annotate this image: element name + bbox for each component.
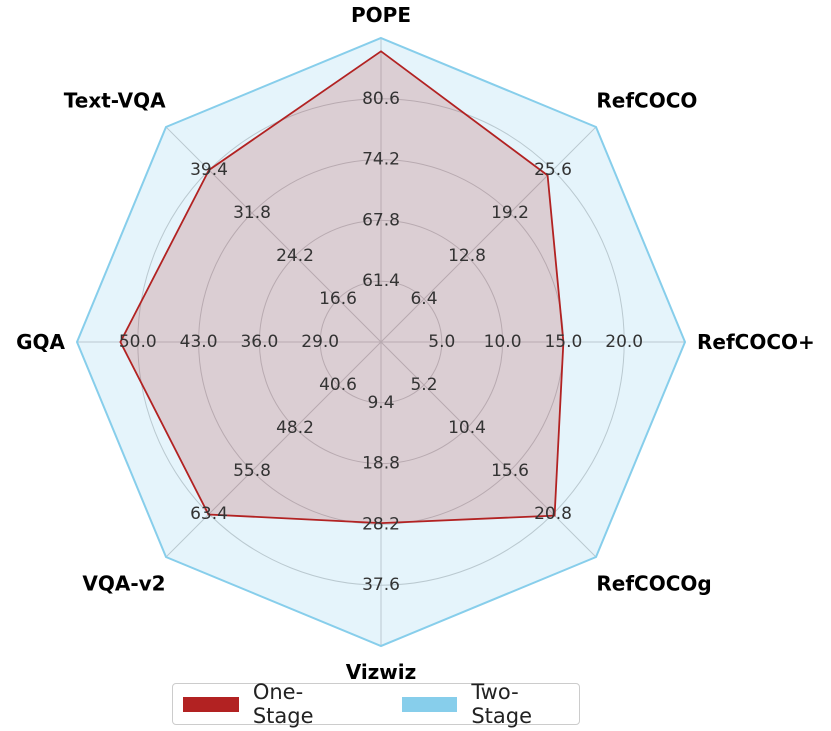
axis-label-pope: POPE [351, 3, 411, 27]
tick-text-vqa-3: 31.8 [233, 203, 271, 223]
axis-label-layer: POPE RefCOCO RefCOCO+ RefCOCOg Vizwiz VQA-v2 G… [16, 3, 815, 684]
spoke-refcoco [380, 126, 597, 343]
tick-text-vqa-2: 24.2 [276, 246, 314, 266]
tick-refcocog-1: 5.2 [410, 375, 437, 395]
tick-pope-1: 61.4 [362, 271, 400, 291]
tick-refcoco--1: 5.0 [428, 332, 455, 352]
axis-label-refcoco: RefCOCO [596, 89, 697, 113]
tick-text-vqa-4: 39.4 [190, 160, 228, 180]
legend-item-one-stage: One-Stage [183, 680, 364, 728]
series-two-stage [75, 36, 687, 648]
tick-vqa-v2-1: 40.6 [319, 375, 357, 395]
tick-vqa-v2-3: 55.8 [233, 461, 271, 481]
tick-label-layer: 61.4 67.8 74.2 80.6 6.4 12.8 19.2 25.6 5.0 10.0 15… [119, 89, 643, 595]
tick-refcocog-2: 10.4 [448, 418, 486, 438]
tick-pope-3: 74.2 [362, 150, 400, 170]
legend-swatch-two-stage [401, 696, 458, 712]
tick-pope-4: 80.6 [362, 89, 400, 109]
tick-refcoco-4: 25.6 [534, 160, 572, 180]
tick-refcocog-3: 15.6 [491, 461, 529, 481]
tick-refcoco--4: 20.0 [605, 332, 643, 352]
spoke-text-vqa [165, 126, 382, 343]
tick-gqa-3: 43.0 [180, 332, 218, 352]
spoke-refcocog [380, 341, 597, 558]
axis-label-text-vqa: Text-VQA [64, 89, 166, 113]
legend-swatch-one-stage [183, 696, 239, 712]
tick-refcoco-2: 12.8 [448, 246, 486, 266]
spoke-vqa-v2 [165, 341, 382, 558]
axis-label-vqa-v2: VQA-v2 [82, 571, 165, 595]
series-one-stage [119, 50, 565, 525]
tick-vizwiz-1: 9.4 [367, 393, 394, 413]
tick-gqa-4: 50.0 [119, 332, 157, 352]
legend: One-Stage Two-Stage [172, 680, 580, 728]
tick-text-vqa-1: 16.6 [319, 289, 357, 309]
legend-label-two-stage: Two-Stage [471, 680, 532, 728]
axis-label-gqa: GQA [16, 330, 65, 354]
tick-vizwiz-4: 37.6 [362, 575, 400, 595]
grid-layer [77, 38, 685, 646]
axis-label-refcoco-: RefCOCO+ [697, 330, 815, 354]
tick-refcoco-1: 6.4 [410, 289, 437, 309]
legend-item-two-stage: Two-Stage [401, 680, 580, 728]
tick-gqa-2: 36.0 [240, 332, 278, 352]
axis-label-vizwiz: Vizwiz [346, 660, 417, 684]
tick-refcoco--3: 15.0 [544, 332, 582, 352]
tick-refcocog-4: 20.8 [534, 504, 572, 524]
tick-pope-2: 67.8 [362, 210, 400, 230]
tick-vqa-v2-4: 63.4 [190, 504, 228, 524]
tick-vizwiz-3: 28.2 [362, 514, 400, 534]
tick-vizwiz-2: 18.8 [362, 454, 400, 474]
tick-refcoco-3: 19.2 [491, 203, 529, 223]
legend-label-one-stage: One-Stage [252, 680, 314, 728]
tick-vqa-v2-2: 48.2 [276, 418, 314, 438]
axis-label-refcocog: RefCOCOg [596, 571, 711, 595]
tick-refcoco--2: 10.0 [484, 332, 522, 352]
tick-gqa-1: 29.0 [301, 332, 339, 352]
series-layer [75, 36, 687, 648]
